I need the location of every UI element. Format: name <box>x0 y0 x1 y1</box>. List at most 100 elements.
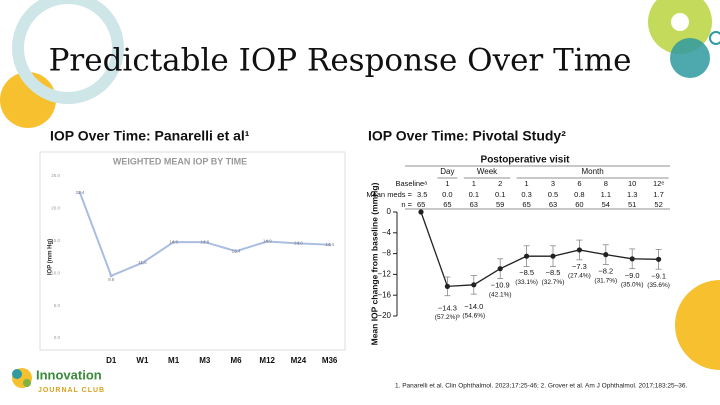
table-cell: 0.8 <box>574 190 584 199</box>
table-cell: 1.1 <box>601 190 611 199</box>
x-tick-label: D1 <box>106 356 117 365</box>
x-tick-label: W1 <box>136 356 149 365</box>
x-tick-label: M24 <box>291 356 307 365</box>
x-tick-label: M1 <box>168 356 180 365</box>
data-point <box>328 243 332 247</box>
table-cell: 0.1 <box>469 190 479 199</box>
data-label: −8.2 <box>598 267 613 276</box>
data-point <box>444 283 450 289</box>
data-point <box>576 247 583 253</box>
x-tick-label: 12ᵉ <box>653 179 664 188</box>
data-label: 14.9 <box>263 239 272 244</box>
x-tick-label: 8 <box>604 179 608 188</box>
y-tick-label: −20 <box>377 311 391 320</box>
footnote: 1. Panarelli et al. Clin Ophthalmol. 202… <box>395 383 688 390</box>
data-point <box>471 282 477 288</box>
data-label: 14.4 <box>325 242 334 247</box>
table-cell: 63 <box>470 200 478 209</box>
table-cell: 0.1 <box>495 190 505 199</box>
table-cell: 65 <box>417 200 425 209</box>
deco-ring <box>709 31 720 45</box>
data-point <box>109 274 113 278</box>
x-tick-label: 2 <box>498 179 502 188</box>
data-point <box>172 240 176 244</box>
logo-name: Innovation <box>36 367 102 382</box>
y-axis-label: IOP (mm Hg) <box>48 239 54 275</box>
slide-title: Predictable IOP Response Over Time <box>49 43 632 79</box>
percent-label: (32.7%) <box>542 279 565 286</box>
percent-label: (27.4%) <box>568 273 591 280</box>
table-cell: 60 <box>575 200 583 209</box>
table-cell: 0.0 <box>442 190 452 199</box>
x-tick-label: 1 <box>472 179 476 188</box>
data-point <box>603 252 609 258</box>
percent-label: (54.6%) <box>462 313 485 320</box>
x-group-label: Month <box>581 167 603 176</box>
data-label: 14.6 <box>294 241 303 246</box>
data-label: −9.0 <box>625 271 640 280</box>
table-cell: 54 <box>602 200 610 209</box>
deco-circle <box>670 38 710 78</box>
data-label: 9.6 <box>108 277 115 282</box>
logo: Innovation JOURNAL CLUB <box>12 367 105 394</box>
data-point <box>418 209 424 215</box>
data-line <box>420 211 659 288</box>
deco-circle <box>671 13 689 31</box>
data-label: −8.5 <box>519 268 534 277</box>
data-label: −7.3 <box>572 262 587 271</box>
y-tick-label: 0 <box>387 207 392 216</box>
data-point <box>78 191 82 195</box>
data-point <box>203 240 207 244</box>
y-tick-label: −8 <box>382 249 392 258</box>
y-tick-label: −4 <box>382 228 392 237</box>
data-point <box>629 256 635 262</box>
x-tick-label: M3 <box>199 356 211 365</box>
x-tick-label: 10 <box>628 179 636 188</box>
table-cell: 59 <box>496 200 504 209</box>
x-tick-label: M36 <box>322 356 338 365</box>
y-tick-label: −12 <box>377 270 391 279</box>
y-tick-label: 20.0 <box>51 206 60 211</box>
x-group-label: Week <box>477 167 498 176</box>
table-row-label: Mean meds = <box>366 190 412 199</box>
table-cell: 3.5 <box>417 190 427 199</box>
data-label: −8.5 <box>546 268 561 277</box>
chart-title: WEIGHTED MEAN IOP BY TIME <box>113 156 247 166</box>
y-tick-label: 15.0 <box>51 238 60 243</box>
chart-heading: IOP Over Time: Panarelli et al¹ <box>50 128 250 144</box>
x-tick-label: 3 <box>551 179 555 188</box>
y-tick-label: 0.0 <box>54 335 61 340</box>
data-point <box>234 249 238 253</box>
data-point <box>524 253 530 259</box>
percent-label: (42.1%) <box>489 291 512 298</box>
table-cell: 52 <box>654 200 662 209</box>
logo-tagline: JOURNAL CLUB <box>38 387 105 394</box>
data-point <box>140 261 144 265</box>
data-point <box>656 256 662 262</box>
deco-ring <box>12 0 124 104</box>
data-point <box>550 253 556 259</box>
y-axis-label: Mean IOP change from baseline (mmHg) <box>369 182 379 345</box>
table-cell: 63 <box>549 200 557 209</box>
x-tick-label: M6 <box>230 356 242 365</box>
chart-title: Postoperative visit <box>481 155 571 166</box>
data-label: −10.9 <box>491 281 510 290</box>
table-row-label: n = <box>401 200 412 209</box>
data-label: 22.4 <box>76 190 85 195</box>
percent-label: (33.1%) <box>515 279 538 286</box>
percent-label: (57.2%)ᵇ <box>435 314 461 321</box>
data-label: 11.6 <box>138 260 147 265</box>
data-label: 13.4 <box>232 248 241 253</box>
percent-label: (31.7%) <box>594 277 617 284</box>
table-cell: 65 <box>522 200 530 209</box>
data-label: −14.0 <box>464 302 483 311</box>
data-label: 14.8 <box>200 239 209 244</box>
percent-label: (35.6%) <box>647 282 670 289</box>
x-tick-label: Baselineᵃ <box>395 179 427 188</box>
data-label: −14.3 <box>438 303 457 312</box>
table-cell: 0.5 <box>548 190 558 199</box>
logo-icon <box>23 379 31 387</box>
x-tick-label: M12 <box>259 356 275 365</box>
data-label: −9.1 <box>651 271 666 280</box>
